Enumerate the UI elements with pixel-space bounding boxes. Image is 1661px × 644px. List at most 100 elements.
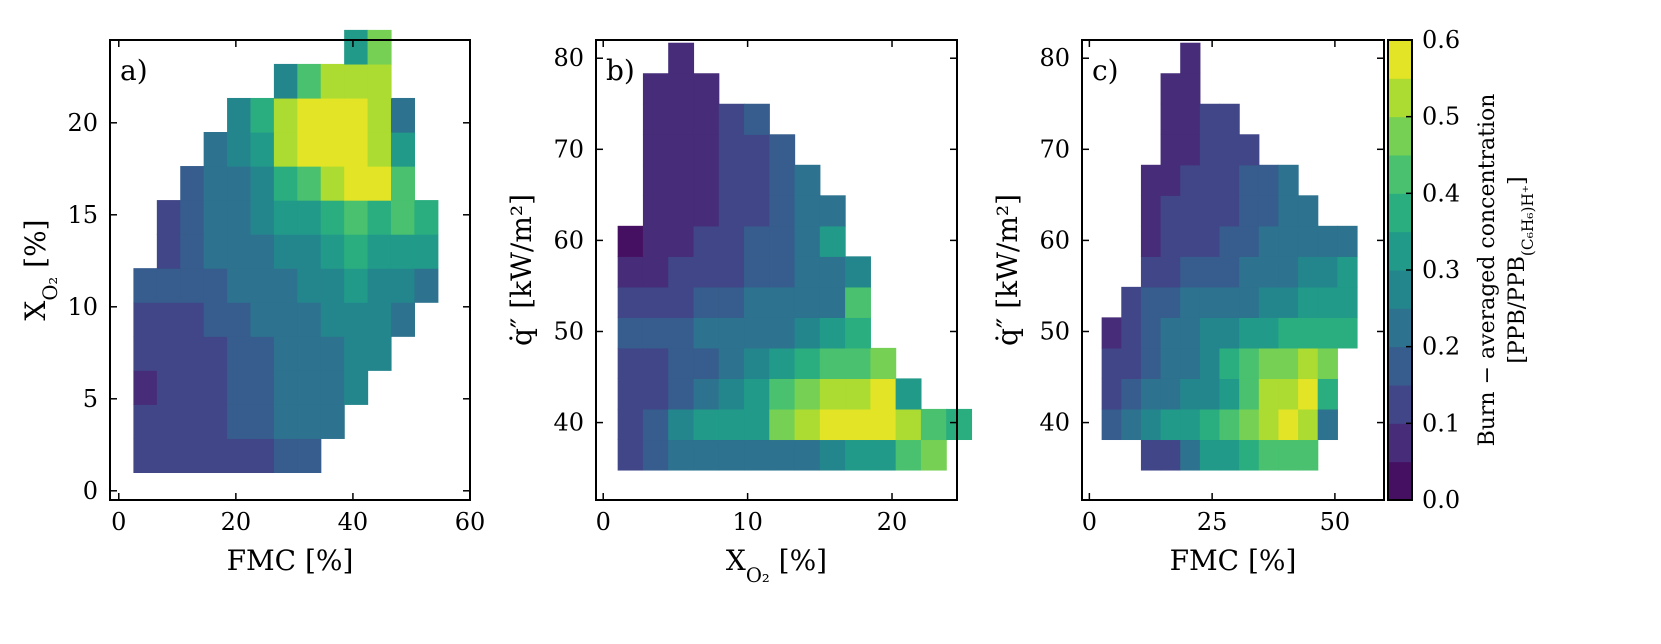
heatmap-cell — [203, 132, 228, 167]
heatmap-cell — [156, 302, 181, 337]
heatmap-cell — [744, 408, 770, 441]
heatmap-cell — [367, 336, 392, 371]
heatmap-cell — [250, 234, 275, 269]
heatmap-cell — [367, 234, 392, 269]
heatmap-cell — [845, 256, 871, 288]
heatmap-cell — [297, 200, 322, 235]
heatmap-cell — [744, 317, 770, 349]
heatmap-cell — [744, 347, 770, 379]
heatmap-cell — [1199, 286, 1221, 318]
x-tick-label: 50 — [1320, 508, 1351, 536]
heatmap-panel-2: 0 10 20 40 50 60 70 80 b) XO₂ [%] q̇″ [kW/m²] — [505, 39, 973, 587]
heatmap-cell — [1140, 164, 1162, 196]
heatmap-cell — [1298, 225, 1319, 257]
heatmap-cell — [693, 256, 720, 288]
heatmap-cell — [845, 347, 871, 379]
heatmap-cell — [320, 97, 345, 133]
heatmap-cell — [642, 286, 669, 318]
heatmap-cell — [1199, 256, 1221, 288]
heatmap-cell — [1337, 286, 1358, 318]
heatmap-cell — [320, 132, 345, 167]
axes-frame — [595, 39, 958, 501]
heatmap-cell — [668, 195, 695, 227]
heatmap-cell — [668, 134, 695, 166]
heatmap-cell — [367, 200, 392, 235]
heatmap-cell — [1121, 347, 1142, 379]
heatmap-cell — [769, 408, 796, 441]
heatmap-cell — [390, 166, 415, 201]
heatmap-cell — [414, 200, 439, 235]
heatmap-cell — [1199, 164, 1221, 196]
colorbar-level — [1388, 461, 1412, 501]
heatmap-cell — [718, 439, 745, 471]
y-tick-label: 40 — [553, 409, 584, 437]
heatmap-cell — [1199, 378, 1221, 410]
heatmap-cell — [744, 225, 770, 257]
heatmap-cell — [133, 438, 158, 473]
heatmap-cell — [1140, 439, 1162, 471]
heatmap-cell — [203, 370, 228, 405]
heatmap-cell — [1219, 195, 1240, 227]
heatmap-cell — [1180, 286, 1201, 318]
x-tick-label: 0 — [111, 508, 126, 536]
heatmap-cell — [320, 200, 345, 235]
heatmap-cell — [794, 225, 821, 257]
x-axis-label: FMC [%] — [227, 544, 354, 577]
heatmap-cell — [769, 347, 796, 379]
heatmap-cell — [693, 73, 720, 105]
heatmap-cell — [1317, 378, 1338, 410]
heatmap-cell — [819, 439, 846, 471]
heatmap-cell — [390, 268, 415, 303]
heatmap-cell — [344, 302, 369, 337]
heatmap-cell — [367, 63, 392, 99]
heatmap-cell — [1160, 378, 1181, 410]
heatmap-cell — [718, 256, 745, 288]
heatmap-cell — [1180, 347, 1201, 379]
heatmap-cell — [718, 408, 745, 441]
heatmap-cell — [642, 317, 669, 349]
heatmap-cell — [819, 408, 846, 441]
heatmap-cell — [617, 408, 644, 441]
colorbar-tick-label: 0.4 — [1422, 179, 1460, 207]
heatmap-cell — [668, 286, 695, 318]
heatmap-cell — [367, 97, 392, 133]
y-tick-label: 20 — [67, 109, 98, 137]
heatmap-cell — [1258, 286, 1280, 318]
heatmap-cell — [1219, 347, 1240, 379]
heatmap-cell — [250, 336, 275, 371]
heatmap-cell — [718, 317, 745, 349]
heatmap-panel-3: 0 25 50 40 50 60 70 80 c) FMC [%] q̇″ [kW/m²] — [991, 39, 1385, 577]
heatmap-cell — [180, 370, 205, 405]
colorbar-tick-label: 0.3 — [1422, 256, 1460, 284]
heatmap-cell — [1239, 256, 1260, 288]
heatmap-cell — [1160, 195, 1181, 227]
heatmap-cell — [870, 347, 897, 379]
heatmap-cell — [769, 439, 796, 471]
heatmap-cell — [1160, 103, 1181, 135]
heatmap-cell — [344, 268, 369, 303]
heatmap-cell — [1239, 164, 1260, 196]
heatmap-cell — [273, 438, 298, 473]
heatmap-cell — [1121, 317, 1142, 349]
heatmap-cell — [819, 378, 846, 410]
heatmap-cell — [642, 225, 669, 257]
heatmap-cell — [1140, 256, 1162, 288]
heatmap-cell — [617, 378, 644, 410]
heatmap-cell — [1317, 225, 1338, 257]
heatmap-cell — [1219, 225, 1240, 257]
heatmap-cell — [227, 132, 252, 167]
heatmap-cell — [203, 438, 228, 473]
heatmap-cell — [227, 336, 252, 371]
heatmap-cell — [744, 134, 770, 166]
heatmap-cell — [819, 286, 846, 318]
heatmap-cell — [1140, 225, 1162, 257]
heatmap-cell — [617, 317, 644, 349]
heatmap-cell — [1180, 103, 1201, 135]
heatmap-cell — [250, 302, 275, 337]
colorbar-level — [1388, 116, 1412, 156]
heatmap-cell — [769, 164, 796, 196]
heatmap-cell — [744, 439, 770, 471]
heatmap-cell — [1121, 286, 1142, 318]
heatmap-cell — [794, 378, 821, 410]
heatmap-cell — [819, 225, 846, 257]
